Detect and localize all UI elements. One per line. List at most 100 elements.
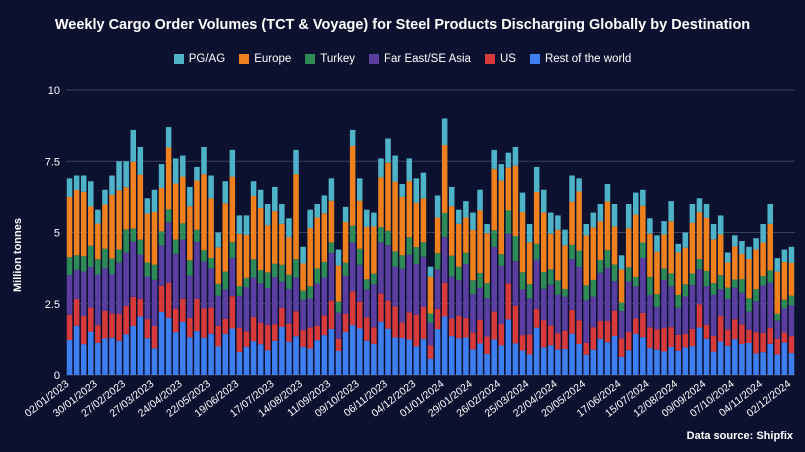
bar-segment-europe [392,181,398,252]
bar-segment-far-east-se-asia [187,275,193,318]
bar-segment-europe [760,242,766,276]
bar-segment-europe [753,249,759,290]
bar-segment-europe [371,226,377,274]
bar-segment-us [335,338,342,352]
bar-segment-turkey [349,225,356,243]
bar-segment-turkey [710,283,717,295]
bar-segment-far-east-se-asia [102,268,108,311]
bar-segment-far-east-se-asia [448,276,455,319]
bar-segment-pg-ag [272,186,278,212]
bar-segment-us [392,306,398,338]
bar-segment-us [576,320,582,344]
bar-segment-pg-ag [172,158,179,184]
bar-segment-rest-of-the-world [675,350,681,375]
bar-segment-far-east-se-asia [463,264,469,318]
bar-segment-rest-of-the-world [378,321,384,375]
bar-segment-rest-of-the-world [300,346,306,375]
bar-segment-pg-ag [540,189,547,213]
bar-segment-rest-of-the-world [194,331,200,375]
bar-segment-far-east-se-asia [583,300,589,343]
bar-segment-turkey [689,273,696,286]
bar-segment-pg-ag [569,175,575,202]
bar-segment-europe [463,217,469,253]
bar-segment-rest-of-the-world [427,358,434,375]
bar-segment-far-east-se-asia [342,275,349,314]
bar-segment-us [689,328,696,347]
bar-segment-pg-ag [484,223,490,234]
bar-segment-pg-ag [725,252,731,263]
bar-segment-turkey [498,254,505,266]
bar-segment-pg-ag [505,152,512,168]
bar-segment-far-east-se-asia [689,285,696,329]
bar-segment-pg-ag [427,266,434,277]
bar-segment-turkey [279,264,285,282]
bar-segment-rest-of-the-world [753,353,759,375]
bar-segment-pg-ag [746,246,752,259]
bar-segment-pg-ag [498,164,505,181]
bar-segment-rest-of-the-world [165,317,172,375]
bar-segment-far-east-se-asia [611,281,618,311]
bar-segment-rest-of-the-world [371,343,377,375]
bar-segment-far-east-se-asia [392,266,398,307]
bar-segment-rest-of-the-world [512,343,519,375]
bar-segment-europe [144,213,151,263]
bar-segment-far-east-se-asia [272,277,278,325]
bar-segment-europe [739,253,745,280]
bar-segment-rest-of-the-world [236,351,243,375]
bar-segment-rest-of-the-world [682,347,689,375]
legend-swatch-pg-ag [173,54,184,64]
bar-segment-pg-ag [222,181,229,204]
bar-segment-turkey [130,228,136,242]
bar-segment-rest-of-the-world [215,346,221,375]
bar-segment-turkey [625,267,632,282]
bar-segment-pg-ag [463,201,469,218]
bar-segment-far-east-se-asia [413,263,420,315]
bar-segment-rest-of-the-world [172,332,179,375]
bar-segment-europe [102,204,108,249]
bar-segment-turkey [229,242,236,258]
bar-segment-far-east-se-asia [250,277,257,317]
bar-segment-turkey [569,244,575,260]
bar-segment-turkey [682,284,689,297]
bar-segment-europe [279,223,285,265]
bar-segment-pg-ag [73,175,80,190]
bar-segment-rest-of-the-world [187,337,193,375]
bar-segment-turkey [456,266,462,281]
bar-segment-turkey [484,283,490,299]
bar-segment-turkey [95,259,101,275]
bar-segment-pg-ag [385,138,391,163]
bar-segment-pg-ag [371,212,377,227]
bar-segment-turkey [293,259,299,278]
bar-segment-pg-ag [130,129,136,162]
bar-segment-pg-ag [335,249,342,266]
bar-segment-pg-ag [689,204,696,223]
bar-segment-europe [208,198,214,258]
bar-segment-rest-of-the-world [328,328,335,375]
bar-segment-us [222,318,229,334]
bar-segment-us [102,310,108,339]
bar-segment-pg-ag [378,158,384,178]
bar-segment-far-east-se-asia [470,294,476,333]
bar-segment-rest-of-the-world [144,338,151,375]
y-tick-label: 2.5 [45,299,60,311]
bar-segment-pg-ag [158,164,165,188]
bar-segment-us [272,324,278,341]
bar-segment-turkey [73,255,80,270]
bar-segment-turkey [448,255,455,277]
bar-segment-europe [604,201,611,251]
bar-segment-us [264,325,271,351]
bar-segment-europe [300,263,306,291]
bar-segment-rest-of-the-world [392,337,398,375]
bar-segment-pg-ag [519,192,526,213]
bar-segment-turkey [760,275,766,286]
bar-segment-turkey [675,294,681,308]
bar-segment-turkey [250,259,257,278]
bar-segment-pg-ag [88,181,94,207]
bar-segment-us [788,336,795,353]
bar-segment-pg-ag [717,215,724,235]
bar-segment-europe [272,211,278,264]
bar-segment-rest-of-the-world [66,339,73,375]
bar-segment-far-east-se-asia [512,261,519,306]
bar-segment-pg-ag [349,129,356,146]
bar-segment-turkey [257,270,264,284]
